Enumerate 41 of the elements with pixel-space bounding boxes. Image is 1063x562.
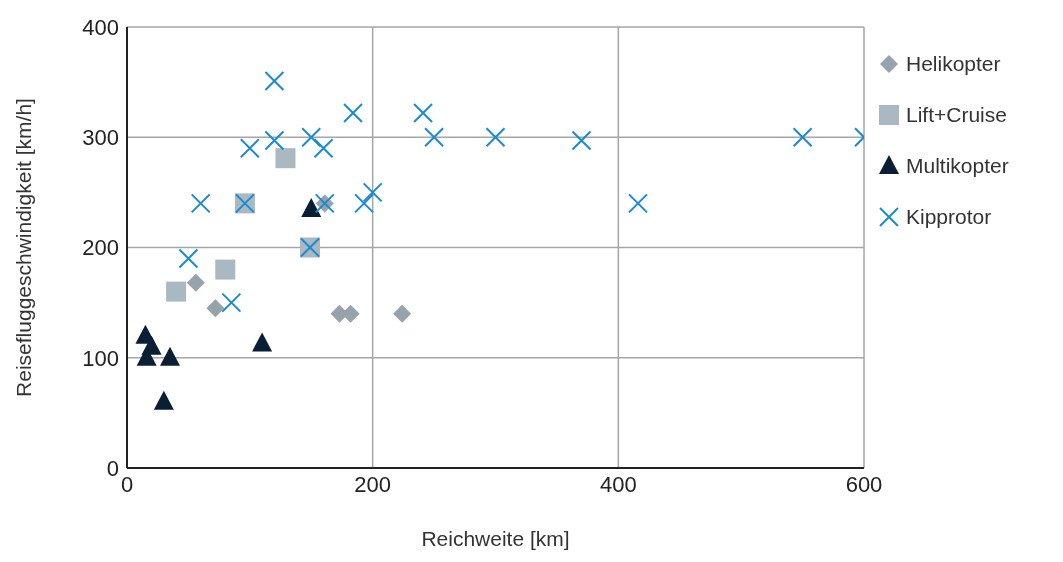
- point: [190, 193, 211, 214]
- y-tick-label: 0: [106, 455, 119, 481]
- x-tick-label: 200: [354, 471, 392, 497]
- point: [206, 299, 225, 318]
- point: [186, 273, 205, 292]
- point: [354, 193, 375, 214]
- legend-label: Lift+Cruise: [906, 102, 1007, 127]
- point: [252, 332, 273, 352]
- point: [393, 304, 412, 323]
- point: [239, 138, 260, 159]
- x-tick-label: 400: [599, 471, 637, 497]
- point: [178, 248, 199, 269]
- y-tick-label: 300: [82, 125, 119, 151]
- point: [221, 292, 242, 313]
- point: [301, 197, 322, 217]
- point: [159, 346, 180, 366]
- point: [275, 148, 296, 169]
- point: [792, 127, 813, 148]
- point: [424, 127, 445, 148]
- point: [413, 102, 434, 123]
- x-axis-title: Reichweite [km]: [421, 527, 570, 550]
- point: [627, 193, 648, 214]
- point: [153, 390, 174, 410]
- point: [362, 182, 383, 203]
- point: [571, 130, 592, 151]
- legend-label: Helikopter: [906, 51, 1001, 76]
- point: [343, 102, 364, 123]
- point: [215, 259, 236, 280]
- point: [301, 127, 322, 148]
- point: [264, 130, 285, 151]
- point: [313, 138, 334, 159]
- point: [485, 127, 506, 148]
- point: [264, 71, 285, 92]
- y-axis-title: Reisefluggeschwindigkeit [km/h]: [12, 98, 36, 397]
- y-tick-label: 100: [82, 345, 119, 371]
- y-tick-label: 400: [82, 14, 119, 40]
- x-tick-label: 600: [845, 471, 883, 497]
- point: [166, 281, 187, 302]
- legend-label: Multikopter: [906, 153, 1009, 178]
- y-tick-label: 200: [82, 235, 119, 261]
- legend-label: Kipprotor: [906, 204, 992, 229]
